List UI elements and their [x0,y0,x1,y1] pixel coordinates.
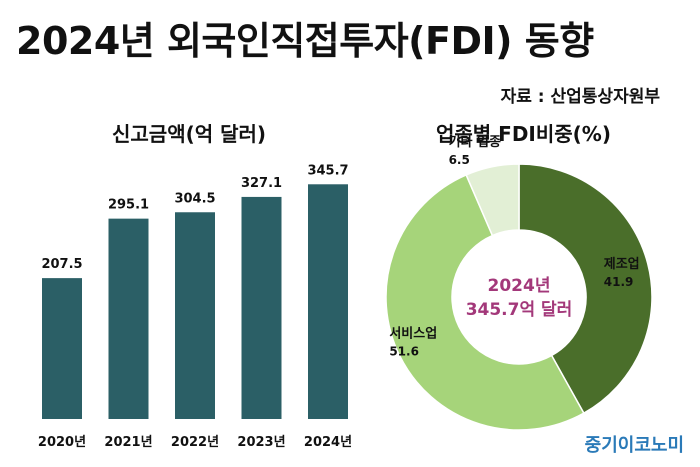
bar-value-label: 207.5 [41,257,82,272]
bar-value-label: 327.1 [241,176,282,191]
bar-category-label: 2021년 [104,435,152,450]
slice-label: 서비스업 [389,326,437,341]
bar-category-label: 2024년 [304,435,352,450]
donut-slice [518,163,653,415]
bar-chart-title: 신고금액(억 달러) [112,122,267,146]
bar-category-label: 2022년 [171,435,219,450]
slice-value-label: 51.6 [389,344,419,358]
donut-chart-title: 업종별 FDI비중(%) [436,122,611,146]
slice-label: 제조업 [604,257,640,272]
source-credit: 자료 : 산업통상자원부 [500,87,660,107]
bar-value-label: 304.5 [174,191,215,206]
bar-value-label: 345.7 [307,163,348,178]
page-title: 2024년 외국인직접투자(FDI) 동향 [16,19,594,63]
brand-logo: 중기이코노미 [584,435,684,456]
bar [42,278,82,419]
slice-label: 기타 업종 [449,134,501,150]
donut-slice [465,163,520,237]
donut-center-label: 2024년 [488,276,551,296]
bar [241,196,282,419]
bar [308,184,348,419]
bar-category-label: 2020년 [38,435,86,450]
donut-center-label: 345.7억 달러 [466,299,573,320]
bar-category-label: 2023년 [237,435,285,450]
bar [108,218,149,419]
donut-slice [385,173,585,431]
slice-value-label: 6.5 [449,153,470,167]
slice-value-label: 41.9 [604,275,634,289]
bar-value-label: 295.1 [108,198,149,213]
bar [175,212,215,419]
